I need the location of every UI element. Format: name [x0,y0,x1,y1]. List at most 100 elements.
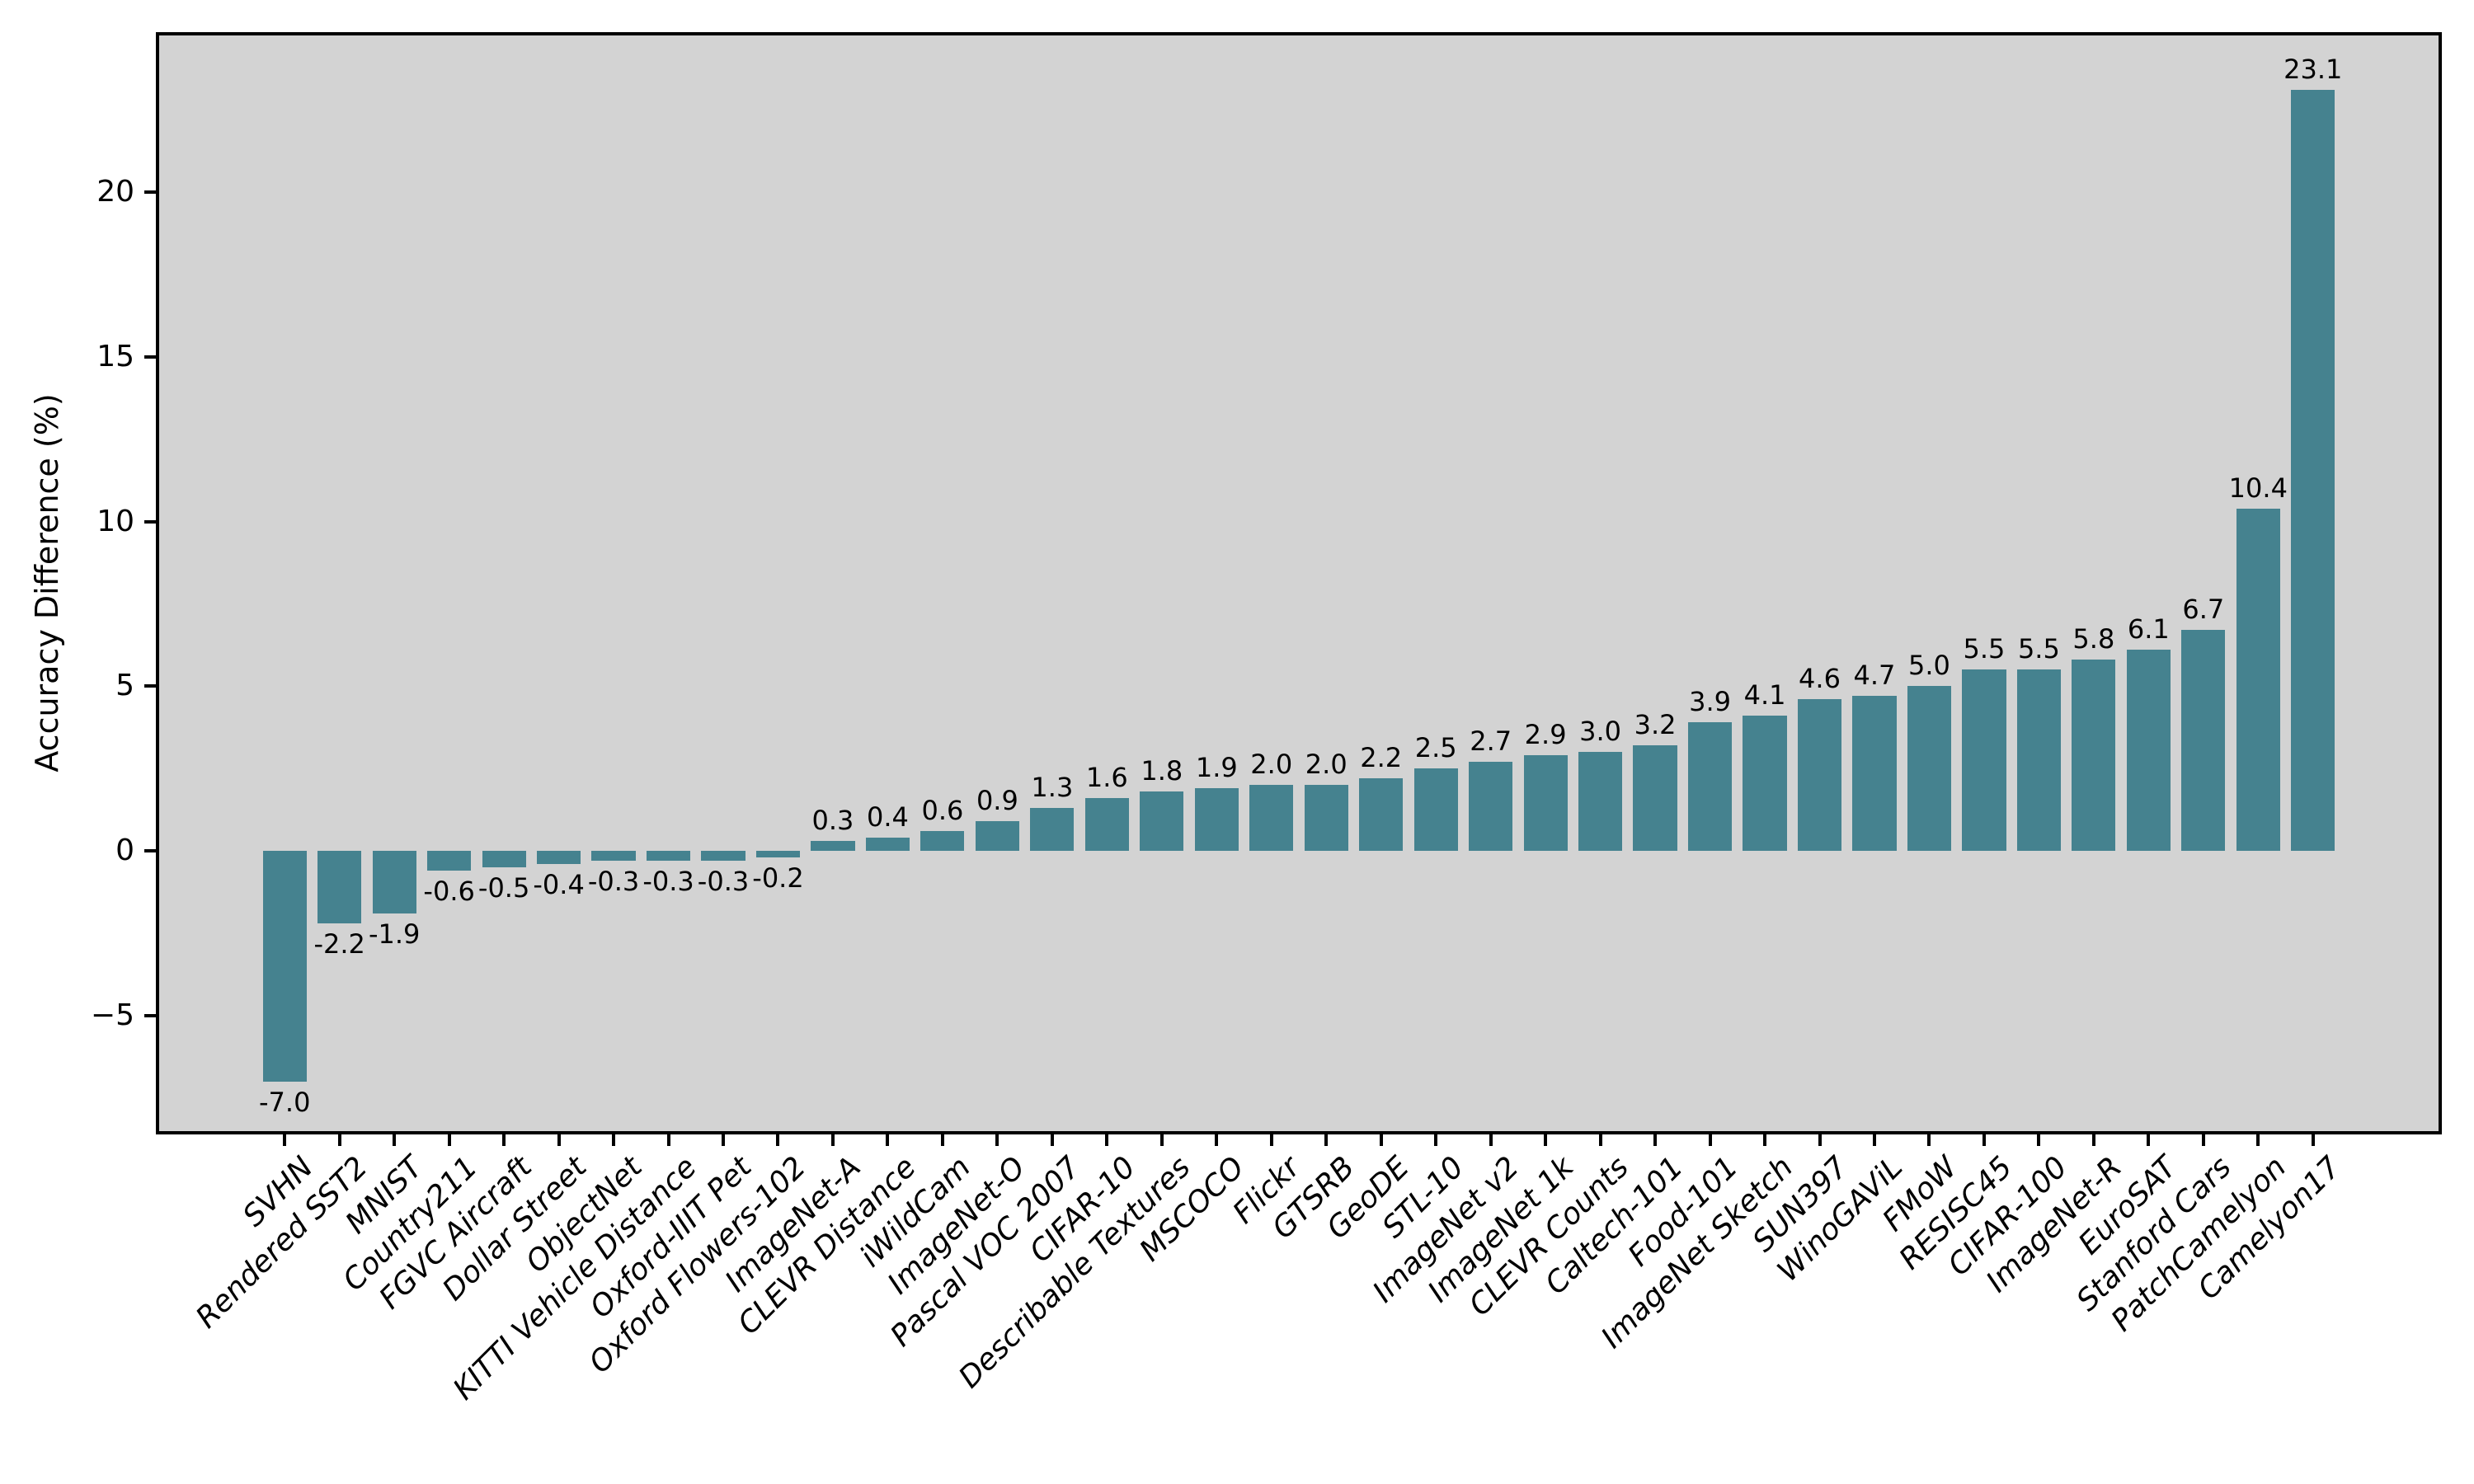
bar-value-label: 6.7 [2182,594,2225,626]
bar [1084,798,1129,852]
x-tick-mark [1982,1134,1986,1146]
x-tick-mark [1598,1134,1602,1146]
bar [1194,788,1239,852]
bar [1523,755,1568,852]
bar [1907,686,1952,852]
bar-value-label: 2.5 [1414,732,1457,764]
bar [755,851,801,858]
x-tick-mark [447,1134,451,1146]
x-tick-mark [502,1134,506,1146]
bar-value-label: 2.2 [1360,742,1403,774]
x-tick-mark [337,1134,341,1146]
bar-value-label: 10.4 [2228,472,2288,504]
bar [1852,696,1897,852]
x-tick-mark [1653,1134,1658,1146]
bar-value-label: 5.5 [1963,633,2006,665]
y-tick-label: 15 [96,339,134,373]
x-tick-mark [2091,1134,2095,1146]
x-tick-mark [1818,1134,1822,1146]
x-tick-mark [1544,1134,1548,1146]
x-tick-mark [1927,1134,1931,1146]
plot-area [156,32,2442,1134]
y-tick-mark [144,684,156,688]
bar [1578,752,1623,852]
bar-value-label: -0.3 [587,866,640,898]
bar [1743,716,1787,852]
bar [1633,745,1677,852]
bar-value-label: 2.0 [1250,749,1293,781]
x-tick-mark [2201,1134,2205,1146]
x-tick-mark [393,1134,397,1146]
bar-value-label: 5.8 [2072,623,2115,655]
bar-value-label: 0.3 [811,805,854,837]
bar [2291,89,2335,852]
x-tick-mark [666,1134,670,1146]
bar-value-label: 2.7 [1470,726,1512,758]
x-tick-mark [612,1134,616,1146]
x-tick-mark [1324,1134,1329,1146]
x-tick-mark [283,1134,287,1146]
bar-value-label: 23.1 [2284,53,2343,85]
bar [591,851,636,862]
bar [865,838,910,852]
x-tick-mark [940,1134,944,1146]
x-tick-mark [1215,1134,1219,1146]
x-tick-mark [1872,1134,1876,1146]
bar [920,831,965,852]
bar [2236,508,2280,852]
bar-value-label: 4.6 [1799,663,1841,695]
bar-value-label: -0.3 [642,866,694,898]
x-tick-mark [1105,1134,1109,1146]
bar-value-label: -2.2 [313,928,365,960]
bar-value-label: 3.9 [1689,686,1731,718]
bar-value-label: 0.9 [976,785,1018,817]
bar [482,851,526,868]
bar-value-label: -0.4 [533,869,585,901]
bar [2181,630,2226,852]
x-tick-mark [776,1134,780,1146]
bar-value-label: 4.7 [1853,660,1896,692]
bar-value-label: -0.3 [697,866,750,898]
x-tick-mark [1763,1134,1767,1146]
x-tick-mark [1434,1134,1438,1146]
bar-value-label: 2.9 [1524,719,1567,751]
bar [1140,791,1184,852]
bar-value-label: 6.1 [2127,613,2170,646]
x-tick-mark [2311,1134,2315,1146]
bar-value-label: -0.6 [423,876,475,908]
bar-value-label: 5.0 [1908,650,1950,682]
y-axis-label: Accuracy Difference (%) [29,393,65,773]
x-tick-mark [1489,1134,1493,1146]
x-tick-mark [830,1134,835,1146]
bar [427,851,472,871]
bar [262,851,307,1082]
y-tick-mark [144,849,156,853]
bar [1413,768,1458,852]
bar-value-label: -0.2 [752,862,804,895]
bar [1030,808,1075,852]
y-tick-mark [144,1014,156,1018]
bar-value-label: -7.0 [259,1087,311,1119]
bar [1359,778,1404,852]
x-tick-mark [2256,1134,2260,1146]
bar-value-label: 3.0 [1579,716,1622,748]
x-tick-mark [1159,1134,1164,1146]
bar-value-label: 3.2 [1634,709,1677,741]
bar [2072,660,2116,852]
y-tick-label: 10 [96,504,134,538]
y-tick-mark [144,519,156,524]
x-tick-mark [1050,1134,1054,1146]
bar [1304,785,1348,852]
bar-value-label: 4.1 [1743,679,1786,711]
bar [701,851,745,862]
bar [1687,722,1733,852]
x-tick-mark [1269,1134,1273,1146]
bar-value-label: 1.8 [1141,755,1183,787]
bar-value-label: 1.3 [1031,772,1074,804]
y-tick-label: −5 [90,998,134,1033]
y-tick-label: 20 [96,174,134,209]
y-tick-mark [144,355,156,359]
bar [537,851,581,865]
bar [2016,669,2061,852]
x-tick-mark [2147,1134,2151,1146]
